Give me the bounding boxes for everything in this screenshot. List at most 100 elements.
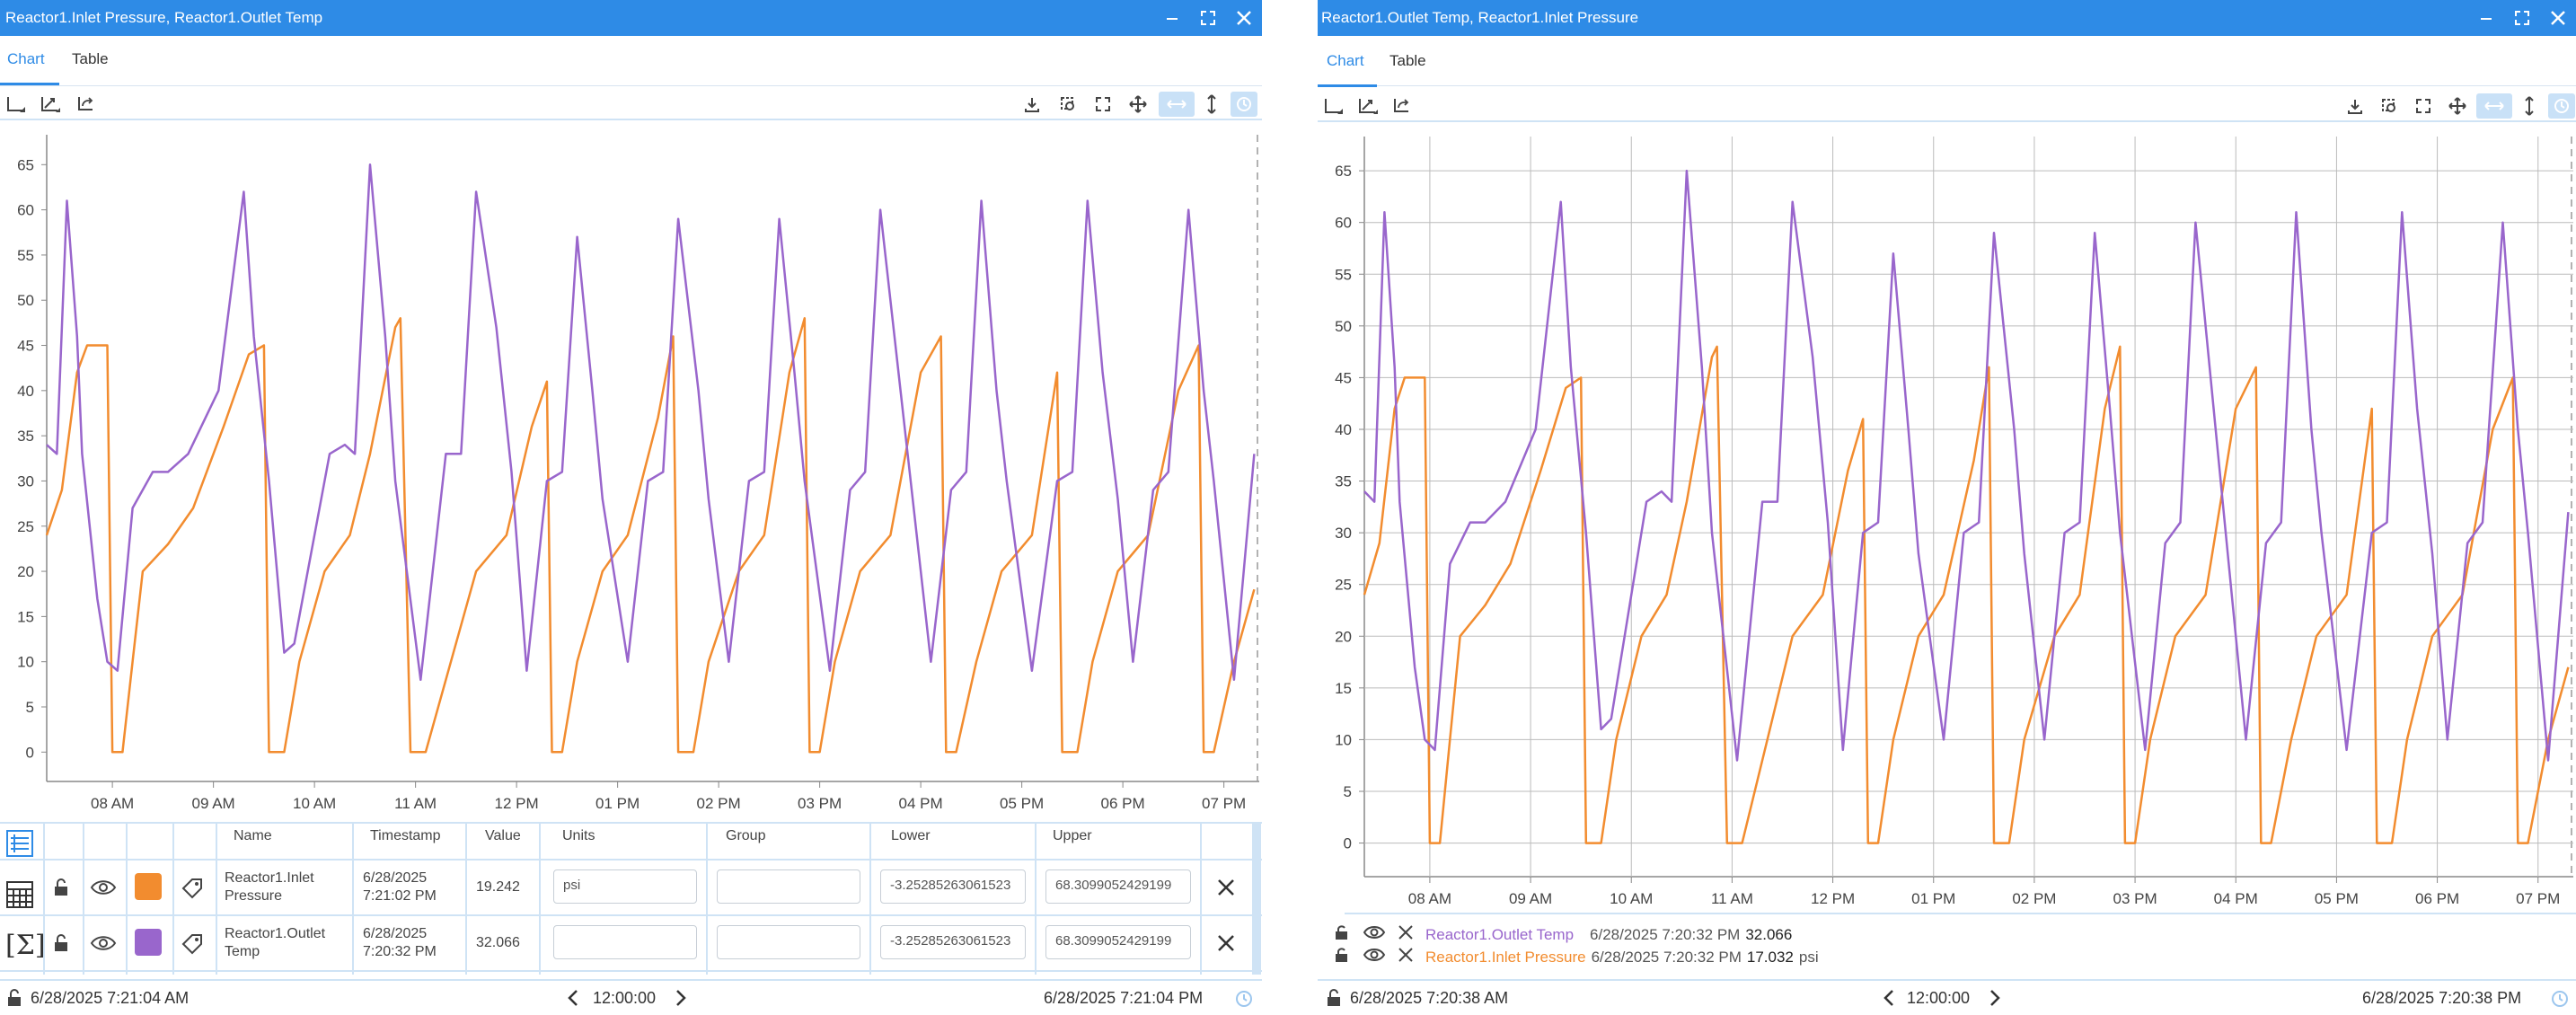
x-tick-label: 01 PM [1911,890,1955,907]
trend-icon[interactable] [1355,93,1382,119]
chevron-left-icon[interactable] [566,988,580,1012]
tab-table[interactable]: Table [1389,52,1426,69]
chevron-right-icon[interactable] [674,988,688,1012]
tab-chart[interactable]: Chart [7,50,45,67]
chart-toolbar [1318,90,2576,122]
tag-icon[interactable] [180,876,205,905]
table-settings-icon[interactable] [5,829,34,862]
end-time[interactable]: 6/28/2025 7:21:04 PM [1044,989,1204,1007]
fullscreen-icon[interactable] [2410,93,2437,119]
x-tick-label: 10 AM [293,795,336,812]
tab-chart[interactable]: Chart [1327,52,1364,69]
group-field[interactable] [717,869,860,904]
trend-chart-1[interactable]: 0 5 10 15 20 25 30 35 40 45 50 55 60 65 08 AM 09 AM 10 A… [0,126,1262,817]
live-icon[interactable] [1231,92,1257,117]
upper-limit-field[interactable]: 68.3099052429199 [1045,925,1191,959]
y-tick-label: 50 [17,292,34,309]
pan-icon[interactable] [1125,92,1151,117]
pan-icon[interactable] [2444,93,2471,119]
legend-series-name[interactable]: Reactor1.Outlet Temp [1425,925,1575,943]
legend-series-name[interactable]: Reactor1.Inlet Pressure [1425,948,1586,966]
zoom-box-icon[interactable] [1054,92,1081,117]
table-scrollbar[interactable] [1252,822,1261,975]
axis-icon[interactable] [1321,93,1348,119]
y-tick-label: 45 [1335,369,1352,386]
lower-limit-field[interactable]: -3.25285263061523 [880,869,1026,904]
y-tick-label: 65 [1335,163,1352,180]
column-header-timestamp[interactable]: Timestamp [370,828,441,843]
lock-icon[interactable] [1325,988,1343,1012]
group-field[interactable] [717,925,860,959]
zoom-box-icon[interactable] [2376,93,2403,119]
duration[interactable]: 12:00:00 [593,989,657,1007]
remove-icon[interactable] [1216,933,1236,958]
close-icon[interactable] [2540,0,2576,36]
vertical-zoom-icon[interactable] [1198,92,1225,117]
maximize-icon[interactable] [1190,0,1226,36]
column-header-name[interactable]: Name [234,828,272,843]
series-color-swatch[interactable] [135,873,162,900]
end-time[interactable]: 6/28/2025 7:20:38 PM [2362,989,2522,1007]
lock-icon[interactable] [52,878,70,902]
reset-axis-icon[interactable] [72,92,99,117]
calculator-icon[interactable] [5,880,34,914]
eye-icon[interactable] [1363,946,1386,968]
y-tick-label: 20 [1335,628,1352,645]
vertical-zoom-icon[interactable] [2516,93,2543,119]
lock-icon[interactable] [52,933,70,958]
reset-axis-icon[interactable] [1388,93,1415,119]
chevron-right-icon[interactable] [1988,988,2002,1012]
y-tick-label: 45 [17,338,34,355]
y-tick-label: 15 [1335,680,1352,697]
eye-icon[interactable] [90,933,117,958]
lower-limit-field[interactable]: -3.25285263061523 [880,925,1026,959]
units-field[interactable] [553,925,697,959]
column-header-value[interactable]: Value [485,828,521,843]
start-time[interactable]: 6/28/2025 7:20:38 AM [1350,989,1509,1007]
column-header-group[interactable]: Group [726,828,766,843]
y-tick-label: 5 [1344,783,1352,800]
live-icon[interactable] [1234,989,1254,1013]
column-header-units[interactable]: Units [562,828,595,843]
eye-icon[interactable] [90,878,117,902]
trend-chart-2[interactable]: 0 5 10 15 20 25 30 35 40 45 50 55 60 65 08 AM 09 AM 10 A… [1318,128,2576,918]
fullscreen-icon[interactable] [1090,92,1116,117]
download-icon[interactable] [1019,92,1045,117]
column-header-lower[interactable]: Lower [891,828,931,843]
lock-icon[interactable] [5,988,23,1012]
y-tick-label: 40 [1335,421,1352,438]
eye-icon[interactable] [1363,923,1386,946]
tab-table[interactable]: Table [72,50,109,67]
column-header-upper[interactable]: Upper [1053,828,1092,843]
series-color-swatch[interactable] [135,929,162,956]
x-tick-label: 06 PM [2415,890,2459,907]
lock-icon[interactable] [1334,923,1350,946]
trend-icon[interactable] [38,92,65,117]
remove-icon[interactable] [1397,923,1415,946]
units-field[interactable]: psi [553,869,697,904]
trend-window-2: Reactor1.Outlet Temp, Reactor1.Inlet Pre… [1318,0,2576,1015]
formula-icon[interactable]: [Σ] [5,930,46,961]
download-icon[interactable] [2342,93,2369,119]
minimize-icon[interactable] [1154,0,1190,36]
remove-icon[interactable] [1216,878,1236,902]
start-time[interactable]: 6/28/2025 7:21:04 AM [31,989,190,1007]
upper-limit-field[interactable]: 68.3099052429199 [1045,869,1191,904]
duration[interactable]: 12:00:00 [1907,989,1971,1007]
horizontal-zoom-icon[interactable] [1159,92,1195,117]
minimize-icon[interactable] [2468,0,2504,36]
y-tick-label: 60 [17,202,34,219]
y-tick-label: 25 [1335,577,1352,594]
lock-icon[interactable] [1334,946,1350,968]
live-icon[interactable] [2548,93,2575,119]
close-icon[interactable] [1226,0,1262,36]
y-tick-label: 55 [1335,266,1352,283]
chevron-left-icon[interactable] [1882,988,1896,1012]
horizontal-zoom-icon[interactable] [2476,93,2512,119]
tag-icon[interactable] [180,931,205,961]
remove-icon[interactable] [1397,946,1415,968]
maximize-icon[interactable] [2504,0,2540,36]
x-tick-label: 10 AM [1610,890,1653,907]
axis-icon[interactable] [4,92,31,117]
live-icon[interactable] [2550,989,2570,1013]
